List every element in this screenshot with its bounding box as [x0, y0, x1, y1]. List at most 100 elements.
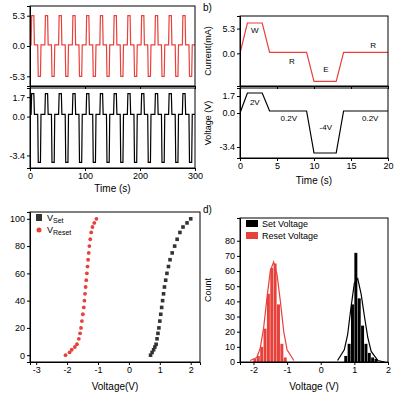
point	[165, 272, 169, 276]
bar	[371, 357, 374, 362]
bar	[280, 344, 283, 362]
axis-line	[31, 169, 196, 172]
point	[64, 353, 68, 357]
line-series	[240, 93, 388, 153]
tick: 10	[309, 158, 319, 171]
tick: 300	[188, 168, 203, 181]
legend-marker	[37, 228, 42, 233]
tick: 40	[15, 296, 30, 306]
tick: -2	[250, 362, 258, 375]
tick-mark	[27, 328, 30, 329]
tick-mark	[27, 97, 30, 98]
plot-frame	[30, 6, 195, 86]
point	[167, 265, 171, 269]
tick-label: 5.3	[12, 11, 25, 21]
tick: 0.0	[12, 112, 30, 122]
point	[77, 337, 81, 341]
tick-mark	[27, 16, 30, 17]
tick: 20	[383, 158, 393, 171]
tick: 20	[225, 327, 240, 337]
tick: 1	[352, 362, 357, 375]
panel: -2-101201020304050607080d)Voltage (V)Cou…	[203, 204, 391, 392]
tick-mark	[237, 347, 240, 348]
tick: 0	[230, 357, 240, 367]
tick-label: -2	[64, 365, 72, 375]
tick: 30	[225, 312, 240, 322]
point	[87, 244, 91, 248]
tick: 0	[238, 158, 243, 171]
plot-area	[240, 23, 388, 81]
figure-svg: -5.30.05.30100200300-3.40.01.7Time (s)0.…	[0, 0, 400, 400]
x-axis-title: Voltage (V)	[289, 381, 338, 392]
point	[92, 221, 96, 225]
tick: -1	[284, 362, 292, 375]
point	[163, 285, 167, 289]
tick: 60	[15, 269, 30, 279]
point	[75, 342, 79, 346]
tick: -3.4	[9, 151, 30, 161]
point	[79, 326, 83, 330]
plot-frame	[240, 218, 388, 362]
point	[181, 225, 185, 229]
tick: -3	[33, 362, 41, 375]
annotation: R	[289, 57, 295, 66]
tick: 10	[225, 342, 240, 352]
figure: -5.30.05.30100200300-3.40.01.7Time (s)0.…	[0, 0, 400, 400]
panel-label: d)	[203, 204, 212, 215]
tick: 5.3	[12, 11, 30, 21]
tick-label: 40	[15, 296, 25, 306]
plot-frame	[240, 16, 388, 86]
legend-marker	[36, 214, 42, 221]
tick-label: 60	[15, 269, 25, 279]
tick: 40	[225, 297, 240, 307]
bar	[274, 263, 277, 362]
tick: -5.3	[9, 72, 30, 82]
tick: 50	[225, 282, 240, 292]
tick-mark	[237, 301, 240, 302]
axis-line	[27, 89, 31, 169]
bar	[368, 353, 371, 362]
point	[164, 278, 168, 282]
point	[189, 217, 193, 221]
tick-mark	[27, 155, 30, 156]
point	[83, 299, 87, 303]
tick-label: 0	[127, 365, 132, 375]
tick-label: -1	[94, 365, 102, 375]
tick-label: 0	[20, 351, 25, 361]
x-axis: -3-2-1012	[31, 362, 201, 375]
bar	[361, 326, 364, 362]
tick: 100	[78, 168, 93, 181]
annotation: E	[323, 65, 328, 74]
point	[81, 312, 85, 316]
x-axis: 0100200300	[28, 168, 203, 181]
tick-label: 20	[225, 327, 235, 337]
tick-mark	[27, 76, 30, 77]
panel: 0100200300-3.40.01.7Time (s)	[9, 88, 203, 194]
point	[84, 278, 88, 282]
tick-label: 20	[15, 323, 25, 333]
tick-label: 0.0	[222, 108, 235, 118]
bar	[358, 298, 361, 362]
plot-area	[30, 16, 195, 77]
tick: 2	[386, 362, 391, 375]
point	[156, 332, 160, 336]
tick: 0	[319, 362, 324, 375]
point	[154, 342, 158, 346]
point	[84, 285, 88, 289]
legend-marker	[246, 220, 258, 227]
y-axis: -3.40.01.7	[219, 89, 240, 159]
tick: 80	[15, 241, 30, 251]
x-axis: 05101520	[238, 158, 394, 171]
tick-mark	[27, 355, 30, 356]
tick: 0	[28, 168, 33, 181]
x-axis-title: Time (s)	[94, 183, 130, 194]
plot-frame	[30, 88, 195, 168]
legend: VSetVReset	[36, 213, 71, 236]
tick: 20	[15, 323, 30, 333]
bar	[351, 304, 354, 362]
bar	[344, 356, 347, 362]
plot-area	[64, 217, 193, 357]
tick: -3.4	[219, 142, 240, 152]
line-series	[250, 262, 294, 361]
x-axis-title: Voltage(V)	[92, 381, 139, 392]
